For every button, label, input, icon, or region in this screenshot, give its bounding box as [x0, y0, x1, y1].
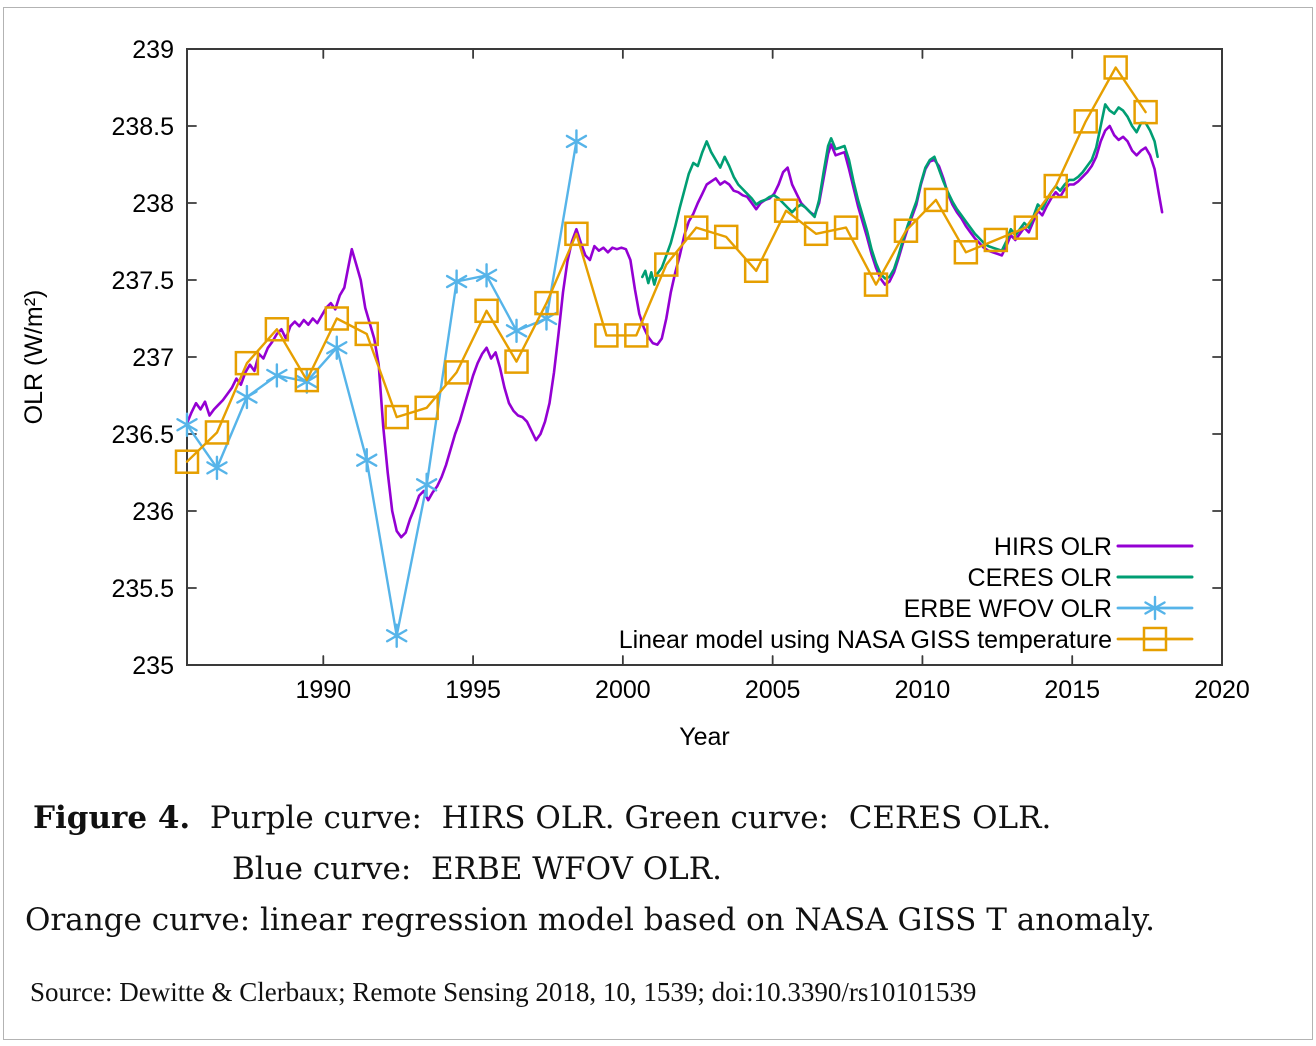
axes: 1990 1995 2000 2005 2010 2015 2020 235 235.5 236 2…: [20, 36, 1250, 751]
y-tick-label: 238.5: [111, 113, 174, 141]
legend-entry: CERES OLR: [968, 564, 1194, 592]
caption-line-1-text: Purple curve: HIRS OLR. Green curve: CER…: [190, 800, 1052, 836]
y-tick-label: 237: [132, 344, 174, 372]
asterisk-marker: [565, 129, 588, 154]
y-tick-label: 239: [132, 36, 174, 64]
square-marker: [713, 224, 739, 250]
square-marker: [893, 218, 919, 243]
y-tick-label: 238: [132, 190, 174, 218]
series-line: [640, 103, 1159, 286]
legend-label: HIRS OLR: [994, 533, 1112, 561]
series-group: [174, 55, 1164, 648]
asterisk-marker: [445, 269, 468, 294]
y-tick-label: 236: [132, 498, 174, 526]
series-ceres-olr: [640, 103, 1159, 286]
figure-label: Figure 4.: [33, 800, 191, 836]
square-marker: [474, 298, 499, 324]
asterisk-marker: [326, 335, 348, 360]
asterisk-marker: [206, 455, 228, 481]
square-marker: [1133, 99, 1158, 125]
square-marker: [803, 221, 829, 247]
asterisk-marker: [176, 412, 198, 437]
caption-line-3: Orange curve: linear regression model ba…: [25, 902, 1155, 938]
x-tick-label: 1990: [295, 676, 351, 704]
asterisk-marker: [266, 363, 288, 388]
caption-line-2: Blue curve: ERBE WFOV OLR.: [232, 851, 722, 887]
olr-chart-svg: 1990 1995 2000 2005 2010 2015 2020 235 235.5 236 2…: [20, 36, 1250, 751]
square-marker: [324, 306, 350, 331]
x-tick-label: 2010: [895, 676, 951, 704]
square-marker: [1013, 215, 1039, 240]
square-marker: [294, 367, 320, 393]
square-marker: [444, 360, 469, 385]
asterisk-marker: [356, 447, 378, 473]
y-tick-label: 236.5: [111, 421, 174, 449]
series-line: [185, 124, 1164, 539]
square-marker: [983, 227, 1009, 253]
square-marker: [384, 404, 409, 430]
series-linear-model-using-nasa-giss-temperature: [174, 55, 1158, 474]
square-marker: [1043, 173, 1068, 199]
y-axis-title: OLR (W/m²): [20, 290, 48, 425]
caption-line-1: Figure 4. Purple curve: HIRS OLR. Green …: [33, 800, 1051, 837]
square-marker: [953, 240, 979, 265]
series-hirs-olr: [185, 124, 1164, 539]
y-tick-label: 235: [132, 652, 174, 680]
x-axis-title: Year: [679, 723, 730, 751]
square-marker: [654, 252, 679, 277]
square-marker: [534, 290, 559, 316]
square-marker: [504, 349, 529, 374]
y-tick-label: 235.5: [111, 575, 174, 603]
square-marker: [564, 221, 589, 247]
square-marker: [354, 321, 379, 347]
x-tick-label: 2005: [745, 676, 801, 704]
square-marker: [923, 187, 949, 213]
legend-entry: Linear model using NASA GISS temperature: [619, 626, 1194, 654]
square-marker: [414, 395, 439, 421]
asterisk-marker: [236, 384, 258, 410]
square-marker: [234, 350, 260, 376]
y-tick-label: 237.5: [111, 267, 174, 295]
olr-chart: 1990 1995 2000 2005 2010 2015 2020 235 235.5 236 2…: [20, 36, 1250, 751]
square-marker: [174, 449, 200, 474]
source-citation: Source: Dewitte & Clerbaux; Remote Sensi…: [30, 977, 977, 1007]
asterisk-marker: [1144, 595, 1166, 621]
x-tick-label: 1995: [445, 676, 501, 704]
legend: HIRS OLR CERES OLR ERBE WFOV OLR Linear mod…: [619, 533, 1194, 654]
asterisk-marker: [385, 623, 408, 648]
square-marker: [743, 258, 769, 284]
square-marker: [684, 215, 709, 240]
square-marker: [624, 323, 649, 348]
x-tick-label: 2020: [1194, 676, 1250, 704]
square-marker: [264, 317, 290, 342]
legend-entry: HIRS OLR: [994, 533, 1194, 561]
series-line: [185, 66, 1147, 463]
x-tick-label: 2015: [1044, 676, 1100, 704]
square-marker: [204, 420, 230, 445]
legend-label: ERBE WFOV OLR: [904, 595, 1112, 623]
x-tick-label: 2000: [595, 676, 651, 704]
asterisk-marker: [475, 263, 498, 288]
asterisk-marker: [415, 472, 438, 498]
asterisk-marker: [505, 318, 528, 344]
series-erbe-wfov-olr: [176, 129, 588, 648]
square-marker: [773, 198, 799, 223]
square-marker: [1103, 55, 1128, 80]
legend-label: Linear model using NASA GISS temperature: [619, 626, 1112, 654]
square-marker: [1142, 626, 1168, 652]
square-marker: [863, 272, 889, 297]
square-marker: [833, 215, 859, 240]
legend-entry: ERBE WFOV OLR: [904, 595, 1194, 623]
square-marker: [594, 323, 619, 348]
square-marker: [1073, 109, 1098, 134]
legend-label: CERES OLR: [968, 564, 1112, 592]
asterisk-marker: [296, 369, 318, 394]
